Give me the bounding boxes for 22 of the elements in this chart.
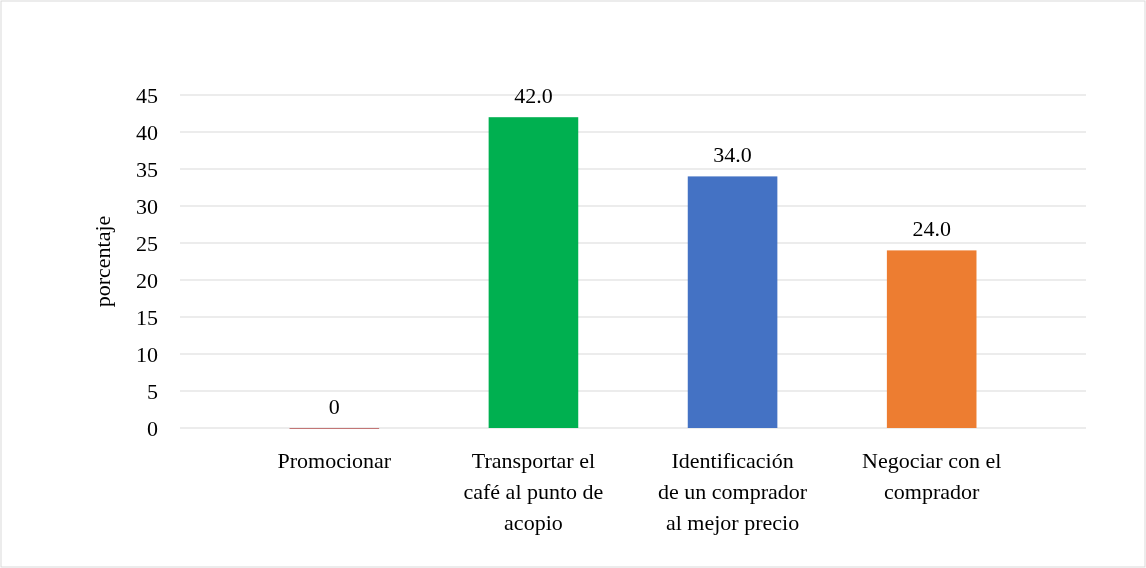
x-tick-label: Promocionar — [277, 448, 392, 473]
y-tick-label: 40 — [136, 119, 158, 145]
y-tick-label: 10 — [136, 341, 158, 367]
x-tick-label: Identificación de un comprador al mejor precio — [658, 448, 808, 535]
y-axis-title: porcentaje — [90, 215, 115, 308]
bar — [886, 250, 977, 428]
x-tick-label: Transportar el café al punto de acopio — [463, 448, 604, 535]
bar — [687, 176, 778, 428]
data-label: 34.0 — [713, 142, 752, 168]
y-tick-label: 45 — [136, 82, 158, 108]
y-tick-label: 25 — [136, 230, 158, 256]
y-tick-label: 30 — [136, 193, 158, 219]
y-tick-label: 15 — [136, 304, 158, 330]
data-label: 24.0 — [912, 216, 951, 242]
x-tick-label: Negociar con el comprador — [862, 448, 1002, 504]
y-tick-label: 35 — [136, 156, 158, 182]
data-label: 42.0 — [514, 83, 553, 109]
y-tick-label: 20 — [136, 267, 158, 293]
y-tick-label: 5 — [147, 378, 158, 404]
data-label: 0 — [328, 394, 340, 419]
y-tick-label: 0 — [147, 415, 158, 441]
bar — [488, 117, 579, 428]
